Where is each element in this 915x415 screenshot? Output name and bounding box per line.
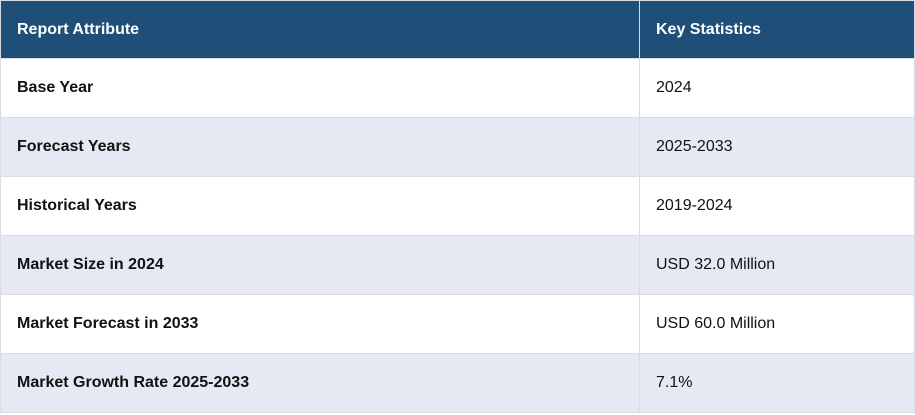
- table-row: Historical Years 2019-2024: [0, 176, 915, 236]
- row-value: 2024: [639, 58, 915, 118]
- header-row: Report Attribute Key Statistics: [0, 0, 915, 59]
- row-value: 7.1%: [639, 353, 915, 413]
- row-attribute: Forecast Years: [0, 117, 640, 177]
- table-row: Base Year 2024: [0, 58, 915, 118]
- table-header: Report Attribute Key Statistics: [0, 0, 915, 59]
- table-row: Market Growth Rate 2025-2033 7.1%: [0, 353, 915, 413]
- row-attribute: Base Year: [0, 58, 640, 118]
- row-value: USD 60.0 Million: [639, 294, 915, 354]
- row-attribute: Market Growth Rate 2025-2033: [0, 353, 640, 413]
- row-attribute: Historical Years: [0, 176, 640, 236]
- table-body: Base Year 2024 Forecast Years 2025-2033 …: [0, 58, 915, 413]
- table-row: Forecast Years 2025-2033: [0, 117, 915, 177]
- row-value: USD 32.0 Million: [639, 235, 915, 295]
- row-attribute: Market Size in 2024: [0, 235, 640, 295]
- header-key-statistics: Key Statistics: [639, 0, 915, 59]
- table-row: Market Forecast in 2033 USD 60.0 Million: [0, 294, 915, 354]
- header-report-attribute: Report Attribute: [0, 0, 640, 59]
- row-value: 2019-2024: [639, 176, 915, 236]
- row-attribute: Market Forecast in 2033: [0, 294, 640, 354]
- row-value: 2025-2033: [639, 117, 915, 177]
- table-row: Market Size in 2024 USD 32.0 Million: [0, 235, 915, 295]
